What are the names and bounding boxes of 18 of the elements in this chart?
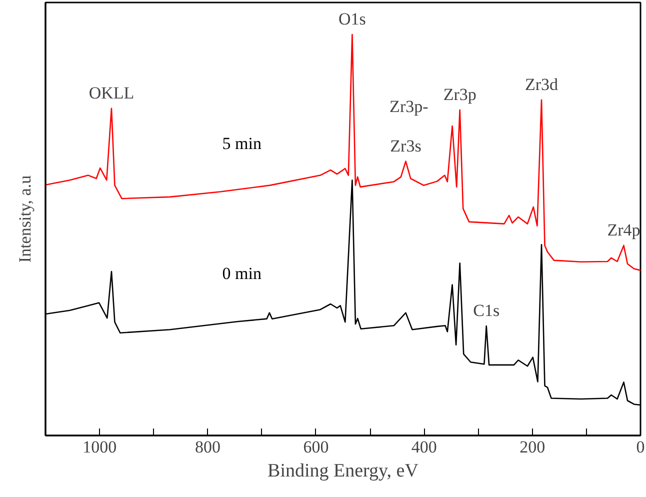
annotation: Zr3d: [524, 74, 559, 94]
annotation: Zr4p: [607, 220, 640, 240]
annotation: O1s: [338, 10, 366, 29]
annotation: Zr3p: [443, 84, 476, 104]
annotation: OKLL: [88, 83, 134, 102]
annotation: C1s: [473, 301, 500, 320]
x-tick-label: 200: [520, 438, 546, 456]
x-tick-label: 400: [411, 438, 437, 456]
annotation: Zr3s: [390, 136, 422, 156]
x-tick-label: 600: [303, 438, 329, 456]
series-label: 0 min: [222, 264, 262, 284]
x-tick-label: 800: [195, 438, 221, 456]
annotation: Zr3p-: [390, 96, 429, 116]
x-axis-title: Binding Energy, eV: [268, 460, 419, 482]
x-tick-label: 0: [636, 438, 645, 456]
y-axis-title: Intensity, a.u: [16, 174, 34, 263]
series-label: 5 min: [222, 134, 262, 154]
x-tick-label: 1000: [82, 438, 117, 456]
